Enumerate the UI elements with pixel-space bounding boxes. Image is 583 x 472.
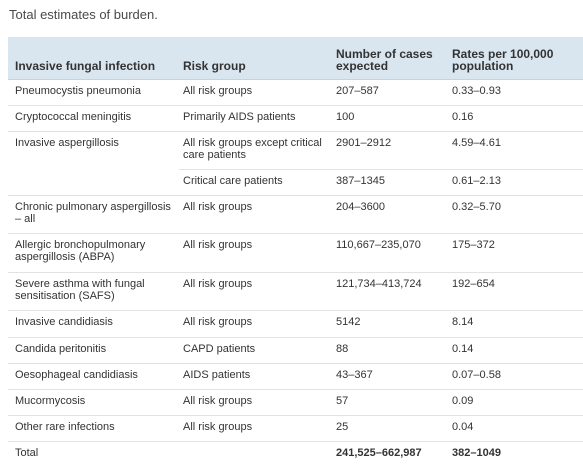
cell-infection: Allergic bronchopulmonary aspergillosis … (8, 232, 179, 272)
header-cases: Number of cases expected (332, 37, 448, 80)
total-row: Total 241,525–662,987 382–1049 (8, 440, 583, 472)
cell-rate: 0.14 (448, 336, 583, 363)
cell-risk-group: Primarily AIDS patients (179, 104, 332, 131)
table-row: Candida peritonitis CAPD patients 88 0.1… (8, 336, 583, 363)
cell-infection: Invasive aspergillosis (8, 130, 179, 169)
cell-risk-group: CAPD patients (179, 336, 332, 363)
cell-cases: 204–3600 (332, 194, 448, 233)
cell-cases: 25 (332, 414, 448, 441)
cell-rate: 0.61–2.13 (448, 168, 583, 195)
cell-cases: 110,667–235,070 (332, 232, 448, 272)
table-header: Invasive fungal infection Risk group Num… (8, 37, 583, 80)
cell-rate: 4.59–4.61 (448, 130, 583, 169)
table-row: Critical care patients 387–1345 0.61–2.1… (8, 168, 583, 195)
cell-infection: Other rare infections (8, 414, 179, 441)
cell-rate: 0.32–5.70 (448, 194, 583, 233)
cell-risk-group: All risk groups (179, 271, 332, 310)
cell-risk-group: All risk groups (179, 232, 332, 272)
cell-cases: 43–367 (332, 362, 448, 389)
table-row: Chronic pulmonary aspergillosis – all Al… (8, 194, 583, 233)
cell-cases: 121,734–413,724 (332, 271, 448, 310)
table-row: Mucormycosis All risk groups 57 0.09 (8, 388, 583, 415)
cell-infection: Oesophageal candidiasis (8, 362, 179, 389)
header-rates: Rates per 100,000 population (448, 37, 583, 80)
table-row: Other rare infections All risk groups 25… (8, 414, 583, 441)
cell-rate: 192–654 (448, 271, 583, 310)
cell-infection: Chronic pulmonary aspergillosis – all (8, 194, 179, 233)
cell-cases: 57 (332, 388, 448, 415)
cell-risk-group: All risk groups (179, 194, 332, 233)
table-row: Invasive candidiasis All risk groups 514… (8, 309, 583, 337)
cell-cases: 5142 (332, 309, 448, 337)
table-row: Pneumocystis pneumonia All risk groups 2… (8, 78, 583, 105)
cell-infection: Pneumocystis pneumonia (8, 78, 179, 105)
table-row: Cryptococcal meningitis Primarily AIDS p… (8, 104, 583, 131)
header-row: Invasive fungal infection Risk group Num… (8, 37, 583, 80)
table-row: Oesophageal candidiasis AIDS patients 43… (8, 362, 583, 389)
cell-rate: 0.04 (448, 414, 583, 441)
cell-infection: Candida peritonitis (8, 336, 179, 363)
cell-cases: 88 (332, 336, 448, 363)
cell-rate: 0.07–0.58 (448, 362, 583, 389)
cell-infection: Cryptococcal meningitis (8, 104, 179, 131)
table-row: Invasive aspergillosis All risk groups e… (8, 130, 583, 169)
cell-cases: 387–1345 (332, 168, 448, 195)
cell-infection: Invasive candidiasis (8, 309, 179, 337)
table-row: Severe asthma with fungal sensitisation … (8, 271, 583, 310)
total-rate: 382–1049 (448, 440, 583, 472)
table-caption: Total estimates of burden. (9, 7, 158, 22)
table-body: Pneumocystis pneumonia All risk groups 2… (8, 78, 583, 472)
total-cases: 241,525–662,987 (332, 440, 448, 472)
cell-infection: Mucormycosis (8, 388, 179, 415)
cell-rate: 0.09 (448, 388, 583, 415)
cell-risk-group: All risk groups except critical care pat… (179, 130, 332, 169)
header-risk-group: Risk group (179, 37, 332, 80)
total-risk-group-empty (179, 440, 332, 472)
cell-cases: 2901–2912 (332, 130, 448, 169)
cell-cases: 100 (332, 104, 448, 131)
cell-risk-group: All risk groups (179, 309, 332, 337)
cell-infection: Severe asthma with fungal sensitisation … (8, 271, 179, 310)
total-label: Total (8, 440, 179, 472)
cell-rate: 0.16 (448, 104, 583, 131)
burden-table: Invasive fungal infection Risk group Num… (8, 37, 583, 472)
cell-cases: 207–587 (332, 78, 448, 105)
cell-risk-group: All risk groups (179, 78, 332, 105)
cell-risk-group: Critical care patients (179, 168, 332, 195)
cell-rate: 175–372 (448, 232, 583, 272)
cell-infection (8, 169, 179, 195)
cell-risk-group: AIDS patients (179, 362, 332, 389)
cell-risk-group: All risk groups (179, 388, 332, 415)
cell-risk-group: All risk groups (179, 414, 332, 441)
header-infection: Invasive fungal infection (8, 37, 179, 80)
table-row: Allergic bronchopulmonary aspergillosis … (8, 232, 583, 272)
cell-rate: 0.33–0.93 (448, 78, 583, 105)
cell-rate: 8.14 (448, 309, 583, 337)
